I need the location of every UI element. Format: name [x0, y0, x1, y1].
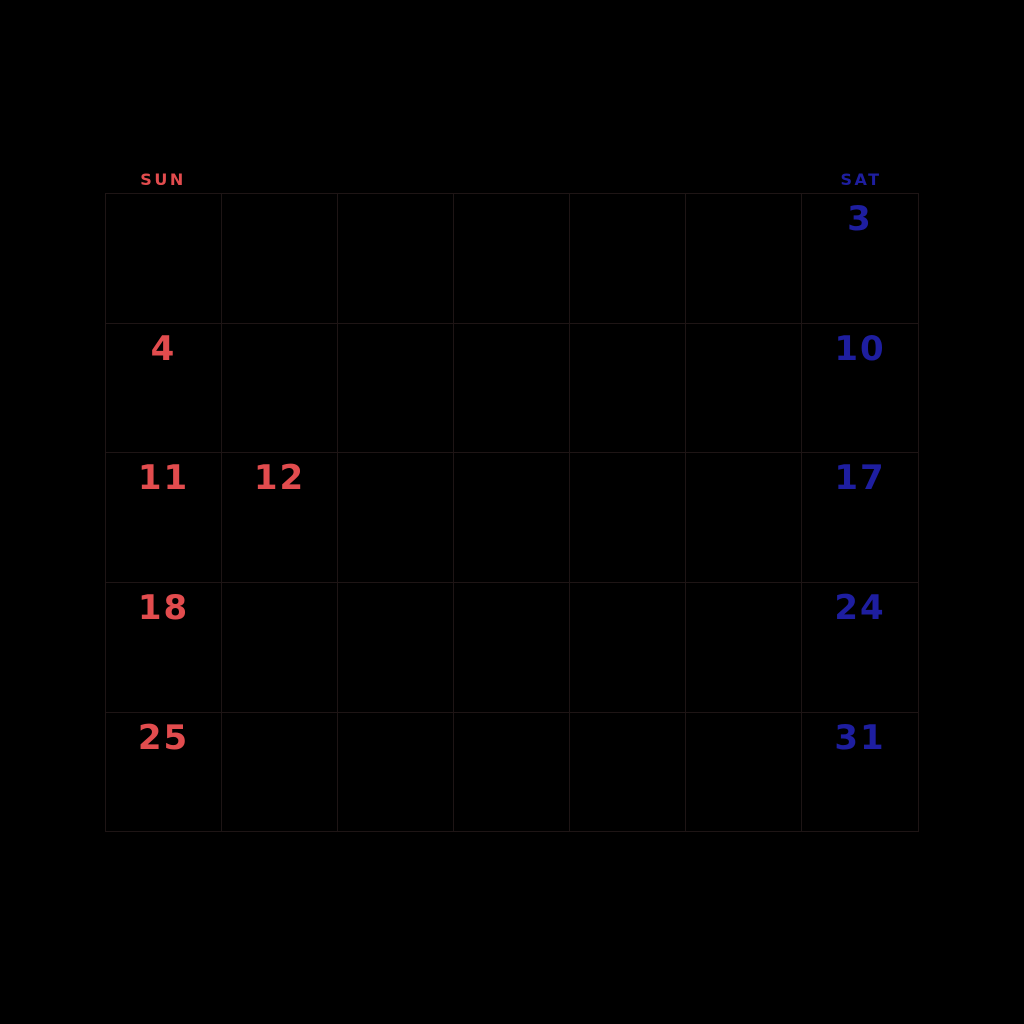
day-number — [686, 194, 801, 201]
day-cell — [570, 583, 686, 713]
day-number — [570, 324, 685, 331]
day-number: 18 — [137, 588, 190, 628]
day-cell — [686, 324, 802, 453]
day-number — [570, 583, 685, 590]
day-cell — [454, 713, 570, 831]
day-cell — [454, 324, 570, 453]
day-number — [686, 453, 801, 460]
day-cell — [454, 194, 570, 324]
day-number — [338, 453, 453, 460]
day-cell-25: 25 — [106, 713, 222, 831]
day-cell — [570, 324, 686, 453]
day-number — [338, 713, 453, 720]
day-cell — [106, 194, 222, 324]
day-cell-24: 24 — [802, 583, 918, 713]
day-cell — [686, 194, 802, 324]
day-number: 24 — [834, 588, 886, 628]
day-number: 3 — [847, 199, 873, 239]
day-cell-10: 10 — [802, 324, 918, 453]
day-number — [222, 713, 337, 720]
day-cell-11: 11 — [106, 453, 222, 583]
weekday-header-sat: SAT — [840, 170, 882, 189]
day-number: 31 — [834, 718, 886, 758]
day-cell — [686, 713, 802, 831]
day-number — [570, 453, 685, 460]
day-number — [338, 324, 453, 331]
day-number: 25 — [137, 718, 190, 758]
day-cell-17: 17 — [802, 453, 918, 583]
day-cell — [338, 713, 454, 831]
day-number: 10 — [834, 329, 886, 369]
day-cell — [454, 453, 570, 583]
day-cell-4: 4 — [106, 324, 222, 453]
day-number: 11 — [137, 458, 190, 498]
day-number: 4 — [150, 329, 177, 369]
day-cell — [570, 713, 686, 831]
day-cell-12: 12 — [222, 453, 338, 583]
day-cell — [338, 453, 454, 583]
day-cell — [686, 453, 802, 583]
day-number — [222, 194, 337, 201]
day-cell — [222, 324, 338, 453]
day-number — [454, 453, 569, 460]
calendar-grid: 3 4 10 11 12 17 18 24 25 31 — [105, 193, 919, 832]
day-number — [338, 583, 453, 590]
day-cell — [222, 583, 338, 713]
day-number — [222, 324, 337, 331]
day-cell — [222, 194, 338, 324]
day-number — [338, 194, 453, 201]
day-cell — [222, 713, 338, 831]
day-cell — [570, 453, 686, 583]
day-number — [686, 324, 801, 331]
day-number: 12 — [253, 458, 306, 498]
day-cell — [338, 324, 454, 453]
day-number — [686, 713, 801, 720]
day-number — [454, 713, 569, 720]
day-cell-3: 3 — [802, 194, 918, 324]
day-cell — [570, 194, 686, 324]
day-cell — [338, 194, 454, 324]
day-cell — [454, 583, 570, 713]
day-cell — [338, 583, 454, 713]
day-number — [454, 583, 569, 590]
weekday-header-sun: SUN — [140, 170, 186, 189]
day-cell-18: 18 — [106, 583, 222, 713]
day-number — [686, 583, 801, 590]
day-number — [570, 194, 685, 201]
day-number — [454, 194, 569, 201]
day-number — [570, 713, 685, 720]
day-number: 17 — [834, 458, 886, 498]
day-number — [106, 194, 221, 201]
day-number — [222, 583, 337, 590]
day-cell — [686, 583, 802, 713]
day-number — [454, 324, 569, 331]
day-cell-31: 31 — [802, 713, 918, 831]
